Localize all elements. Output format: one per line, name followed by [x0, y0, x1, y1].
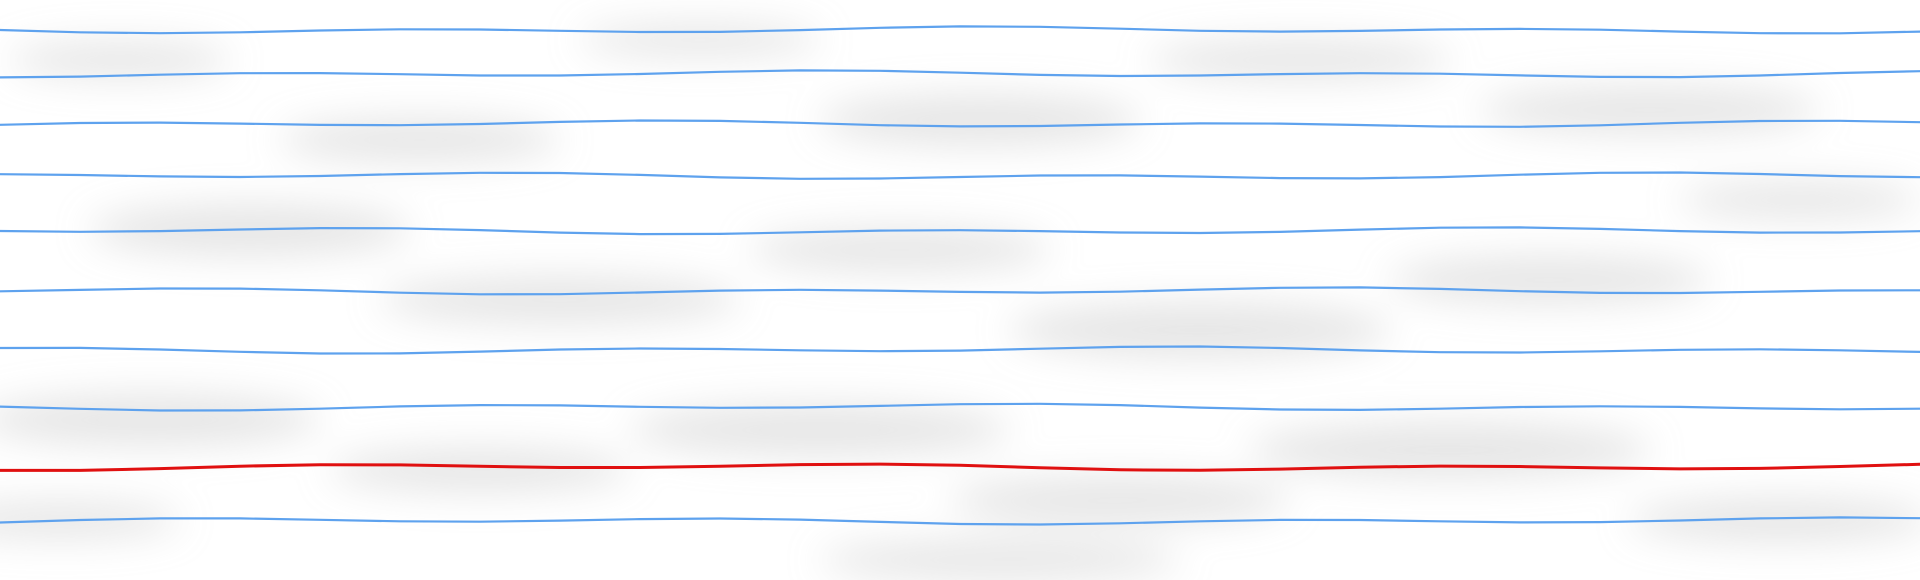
paper-crumple-shadows [0, 24, 1920, 580]
crumple-shadow [950, 476, 1290, 524]
crumple-shadow [630, 404, 1010, 456]
crumple-shadow [330, 448, 630, 492]
crumple-shadow [1250, 422, 1650, 478]
blue-rule-line [0, 402, 1920, 412]
ruled-lines [0, 25, 1920, 526]
crumple-shadow [1390, 256, 1710, 304]
red-rule-line [0, 462, 1920, 472]
blue-rule-line [0, 516, 1920, 526]
crumple-shadow [0, 394, 320, 446]
blue-rule-line [0, 286, 1920, 296]
crumple-shadow [750, 228, 1050, 272]
blue-rule-line [0, 119, 1920, 128]
crumple-shadow [1150, 40, 1450, 80]
crumple-shadow [1010, 302, 1390, 358]
crumple-shadow [580, 24, 820, 56]
blue-rule-line [0, 171, 1920, 180]
blue-rule-line [0, 345, 1920, 355]
crumple-shadow [380, 276, 740, 324]
crumple-shadow [1680, 182, 1920, 218]
blue-rule-line [0, 226, 1920, 236]
blue-rule-line [0, 25, 1920, 35]
crumple-shadow [280, 118, 560, 162]
blue-rule-line [0, 69, 1920, 79]
crumple-shadow [10, 42, 230, 78]
crumple-shadow [820, 94, 1140, 146]
crumple-shadow [820, 540, 1180, 580]
crumple-shadow [1630, 498, 1920, 542]
